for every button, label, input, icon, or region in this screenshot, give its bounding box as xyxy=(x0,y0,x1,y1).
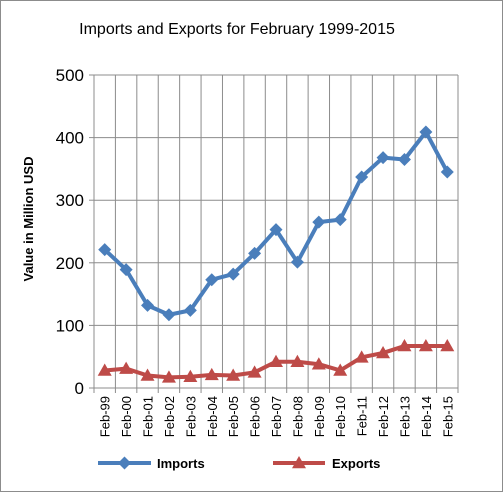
y-tick-label: 100 xyxy=(56,316,84,335)
x-tick-label: Feb-14 xyxy=(419,396,434,437)
y-tick-label: 300 xyxy=(56,191,84,210)
legend-item-exports: Exports xyxy=(273,456,380,471)
imports-point xyxy=(419,125,433,139)
exports-point xyxy=(290,354,305,367)
exports-point xyxy=(97,363,112,376)
x-tick-label: Feb-03 xyxy=(183,396,198,437)
exports-point xyxy=(247,365,262,378)
exports-point xyxy=(333,363,348,376)
x-tick-label: Feb-99 xyxy=(98,396,113,437)
exports-point xyxy=(440,339,455,352)
legend-item-imports: Imports xyxy=(98,456,205,471)
x-tick-label: Feb-08 xyxy=(290,396,305,437)
imports-point xyxy=(269,223,283,237)
x-tick-label: Feb-13 xyxy=(397,396,412,437)
series-exports xyxy=(97,339,455,383)
x-tick-label: Feb-15 xyxy=(440,396,455,437)
exports-point xyxy=(119,361,134,374)
exports-point xyxy=(161,370,176,383)
imports-point xyxy=(119,263,133,277)
imports-point xyxy=(98,243,112,257)
y-axis-ticks: 0 100 200 300 400 500 xyxy=(56,66,84,398)
exports-point xyxy=(397,339,412,352)
x-tick-label: Feb-11 xyxy=(355,396,370,436)
imports-point xyxy=(290,255,304,269)
imports-point xyxy=(183,303,197,317)
y-axis-label: Value in Million USD xyxy=(21,157,36,282)
imports-point xyxy=(248,246,262,260)
exports-point xyxy=(140,368,155,381)
chart-title: Imports and Exports for February 1999-20… xyxy=(79,21,395,38)
imports-point xyxy=(226,267,240,281)
y-tick-label: 500 xyxy=(56,66,84,85)
series xyxy=(97,125,455,383)
x-tick-label: Feb-10 xyxy=(333,396,348,437)
legend: Imports Exports xyxy=(98,456,380,471)
exports-point xyxy=(226,368,241,381)
x-tick-label: Feb-07 xyxy=(269,396,284,437)
imports-point xyxy=(397,153,411,167)
exports-point xyxy=(418,339,433,352)
exports-point xyxy=(183,369,198,382)
x-tick-label: Feb-05 xyxy=(226,396,241,437)
exports-point xyxy=(311,357,326,370)
imports-point xyxy=(376,151,390,165)
x-tick-label: Feb-04 xyxy=(205,396,220,437)
exports-point xyxy=(354,350,369,363)
x-tick-label: Feb-06 xyxy=(248,396,263,437)
exports-point xyxy=(376,345,391,359)
series-imports xyxy=(98,125,454,322)
legend-marker xyxy=(292,456,306,469)
legend-marker xyxy=(118,456,131,470)
x-tick-label: Feb-02 xyxy=(162,396,177,437)
imports-point xyxy=(162,308,176,322)
imports-point xyxy=(205,273,219,287)
y-tick-label: 200 xyxy=(56,254,84,273)
x-tick-label: Feb-09 xyxy=(312,396,327,437)
imports-point xyxy=(440,165,454,179)
x-axis-ticks: Feb-99 Feb-00 Feb-01 Feb-02 Feb-03 Feb-04 Feb-… xyxy=(98,396,456,437)
exports-point xyxy=(204,367,219,381)
x-tick-label: Feb-12 xyxy=(376,396,391,437)
grid xyxy=(89,74,459,393)
imports-point xyxy=(312,215,326,229)
imports-point xyxy=(141,298,155,312)
y-tick-label: 0 xyxy=(75,379,84,398)
legend-label: Imports xyxy=(157,456,205,471)
exports-point xyxy=(269,354,283,367)
imports-point xyxy=(333,213,347,227)
imports-point xyxy=(355,170,369,184)
x-tick-label: Feb-00 xyxy=(119,396,134,437)
y-tick-label: 400 xyxy=(56,129,84,148)
legend-label: Exports xyxy=(332,456,380,471)
x-tick-label: Feb-01 xyxy=(141,396,156,437)
